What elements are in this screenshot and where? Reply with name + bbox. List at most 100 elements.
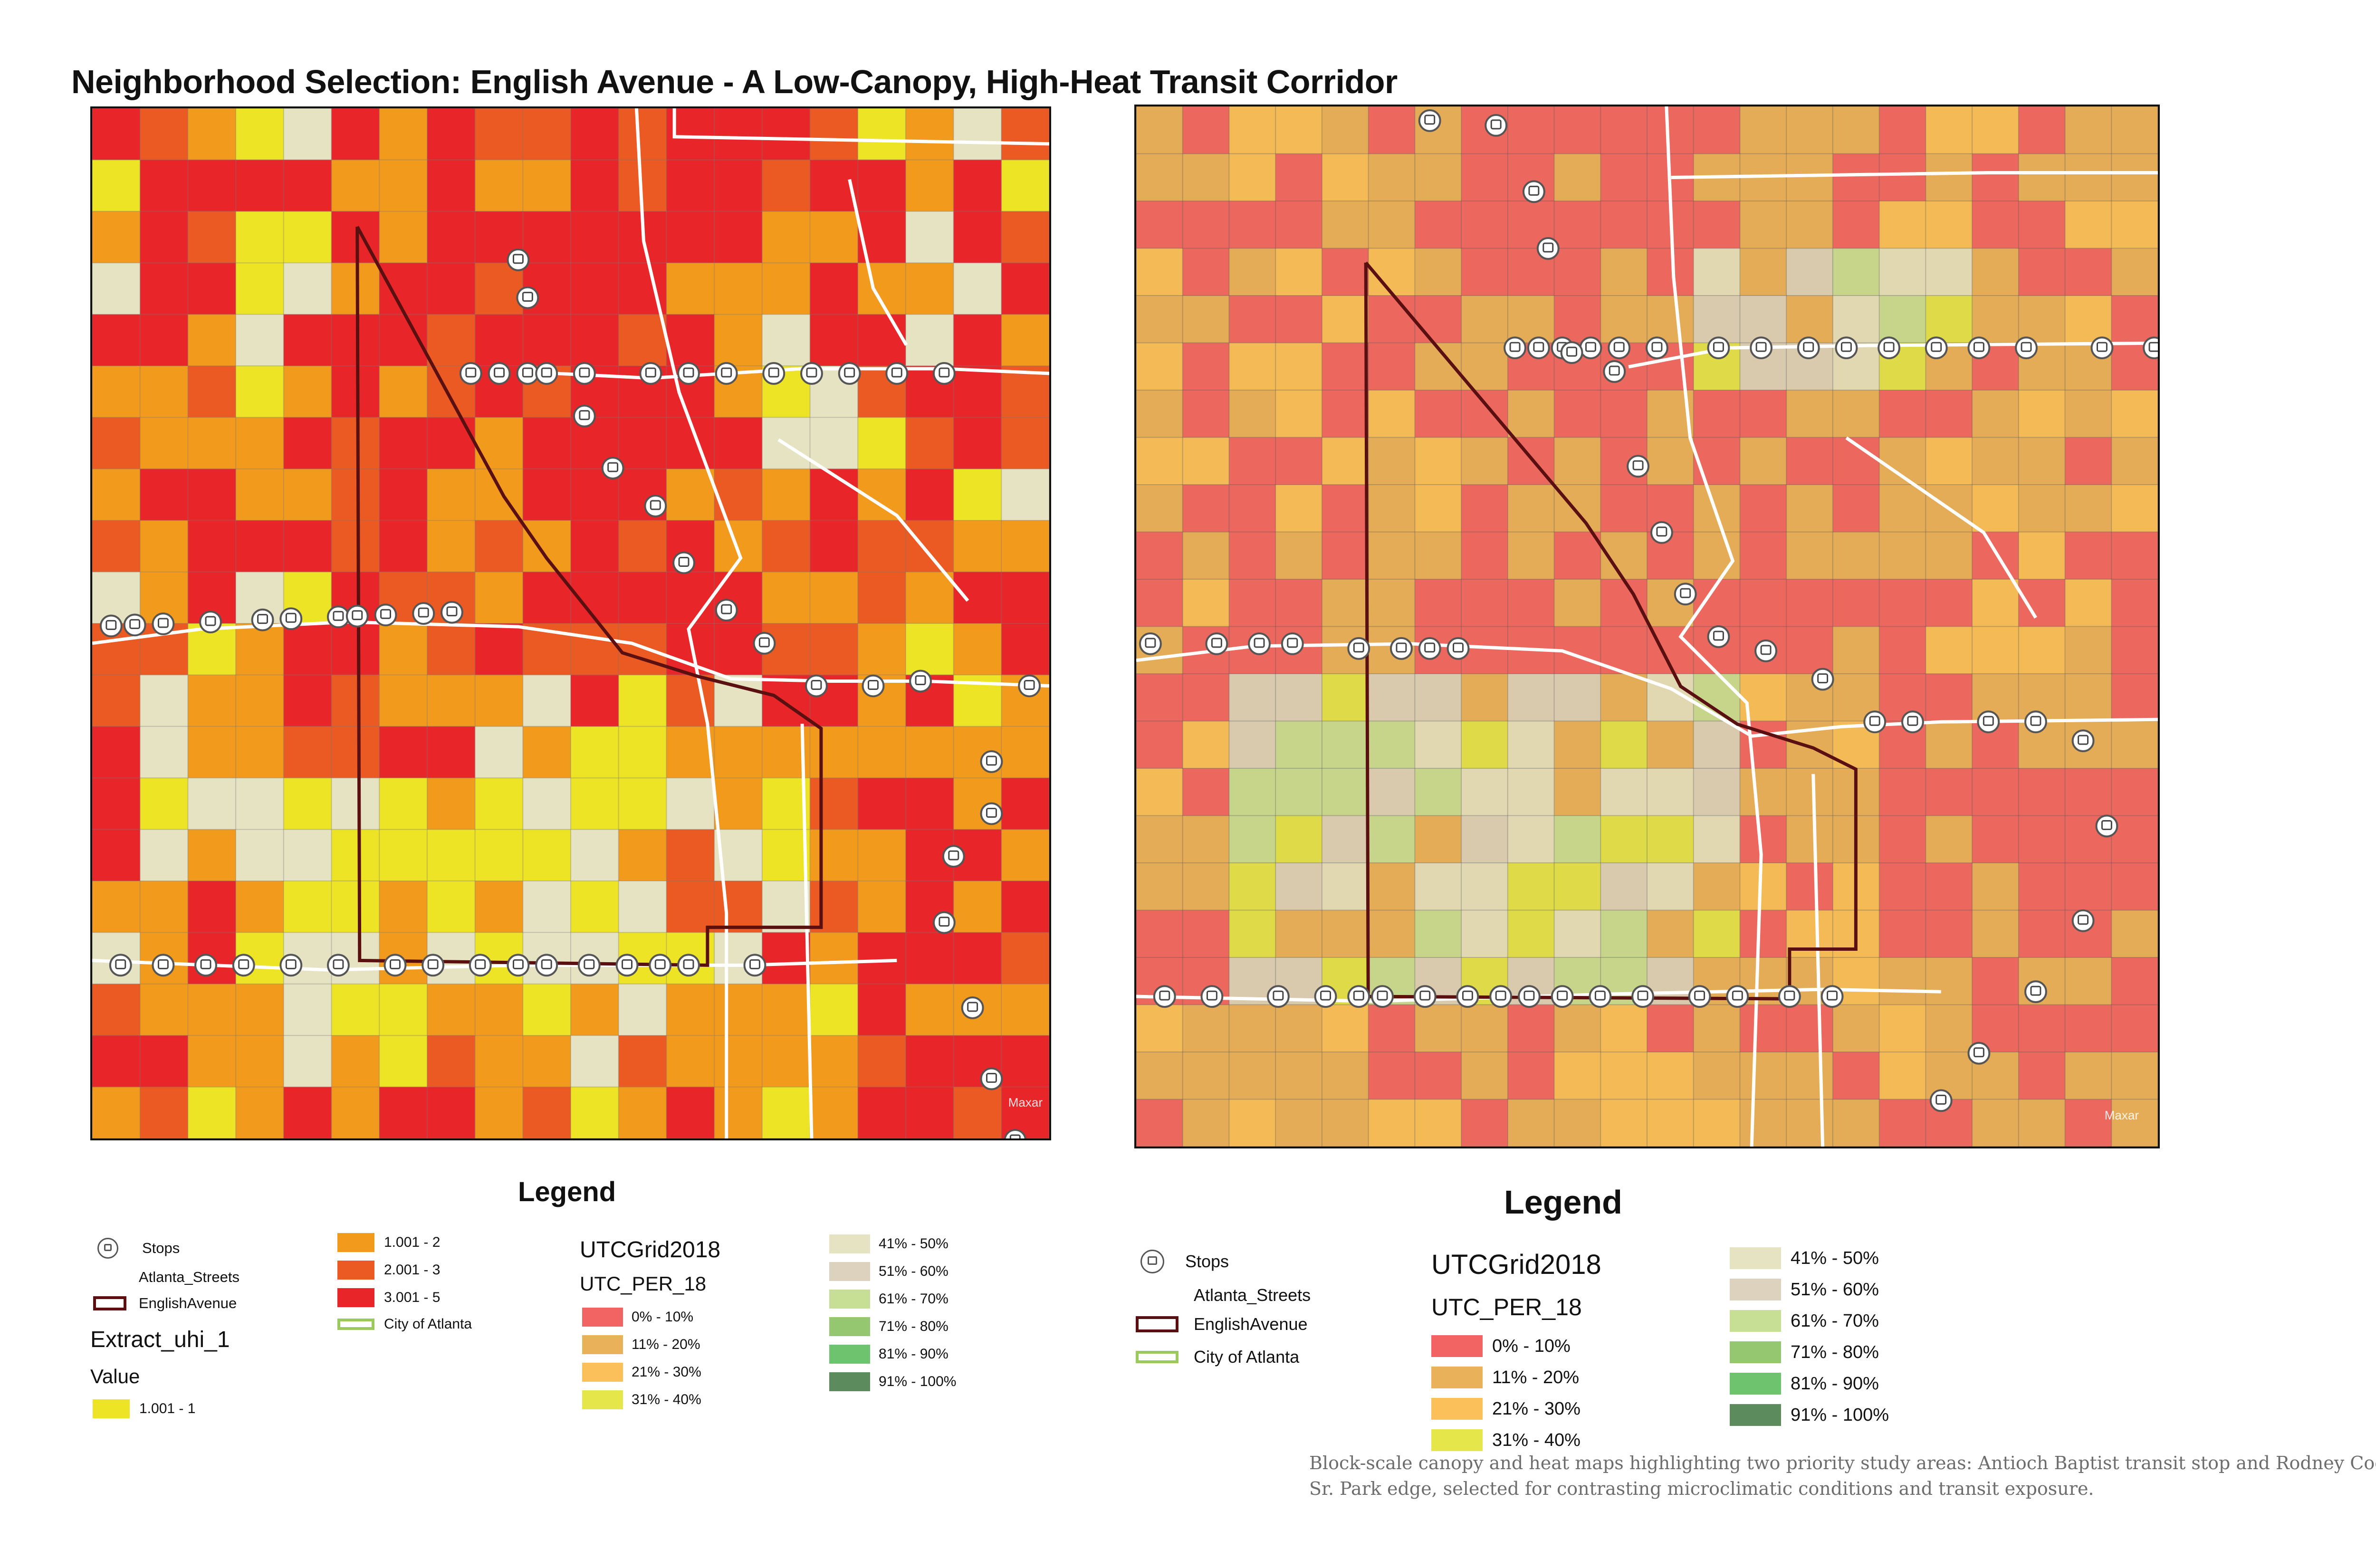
- bus-stop-icon[interactable]: [1878, 336, 1901, 360]
- bus-stop-icon[interactable]: [1314, 985, 1337, 1008]
- bus-stop-icon[interactable]: [1750, 336, 1773, 360]
- bus-stop-icon[interactable]: [1863, 710, 1887, 734]
- bus-stop-icon[interactable]: [1579, 336, 1602, 360]
- bus-stop-icon[interactable]: [2024, 710, 2047, 734]
- bus-stop-icon[interactable]: [1726, 985, 1749, 1008]
- bus-stop-icon[interactable]: [1631, 985, 1654, 1008]
- bus-stop-icon[interactable]: [99, 614, 123, 638]
- bus-stop-icon[interactable]: [1489, 985, 1513, 1008]
- bus-stop-icon[interactable]: [199, 611, 222, 633]
- bus-stop-icon[interactable]: [1603, 360, 1626, 383]
- bus-stop-icon[interactable]: [2095, 814, 2118, 838]
- bus-stop-icon[interactable]: [109, 954, 132, 977]
- bus-stop-icon[interactable]: [2015, 336, 2038, 360]
- bus-stop-icon[interactable]: [123, 613, 146, 637]
- bus-stop-icon[interactable]: [1536, 237, 1560, 260]
- bus-stop-icon[interactable]: [1627, 455, 1649, 478]
- bus-stop-icon[interactable]: [1754, 639, 1777, 662]
- bus-stop-icon[interactable]: [980, 750, 1003, 773]
- bus-stop-icon[interactable]: [1977, 710, 2000, 734]
- bus-stop-icon[interactable]: [488, 362, 511, 385]
- bus-stop-icon[interactable]: [942, 845, 965, 868]
- bus-stop-icon[interactable]: [1347, 637, 1370, 660]
- bus-stop-icon[interactable]: [800, 362, 823, 385]
- bus-stop-icon[interactable]: [1929, 1089, 1953, 1112]
- bus-stop-icon[interactable]: [2071, 729, 2095, 753]
- bus-stop-icon[interactable]: [1967, 1042, 1991, 1065]
- bus-stop-icon[interactable]: [535, 954, 558, 977]
- bus-stop-icon[interactable]: [507, 248, 530, 271]
- bus-stop-icon[interactable]: [1248, 632, 1271, 655]
- bus-stop-icon[interactable]: [577, 954, 601, 977]
- bus-stop-icon[interactable]: [615, 954, 639, 977]
- bus-stop-icon[interactable]: [1589, 985, 1612, 1008]
- bus-stop-icon[interactable]: [1281, 632, 1304, 655]
- bus-stop-icon[interactable]: [1418, 637, 1441, 660]
- bus-stop-icon[interactable]: [232, 954, 255, 977]
- bus-stop-icon[interactable]: [980, 1067, 1003, 1090]
- bus-stop-icon[interactable]: [516, 362, 539, 385]
- bus-stop-icon[interactable]: [1485, 114, 1508, 137]
- bus-stop-icon[interactable]: [383, 954, 407, 977]
- bus-stop-icon[interactable]: [672, 551, 695, 574]
- bus-stop-icon[interactable]: [459, 362, 482, 385]
- bus-stop-icon[interactable]: [194, 954, 217, 977]
- bus-stop-icon[interactable]: [1153, 985, 1176, 1008]
- bus-stop-icon[interactable]: [507, 954, 530, 977]
- bus-stop-icon[interactable]: [327, 954, 350, 977]
- bus-stop-icon[interactable]: [805, 674, 828, 698]
- bus-stop-icon[interactable]: [1390, 637, 1413, 660]
- bus-stop-icon[interactable]: [1608, 336, 1631, 360]
- bus-stop-icon[interactable]: [279, 954, 303, 977]
- bus-stop-icon[interactable]: [1266, 985, 1290, 1008]
- bus-stop-icon[interactable]: [1688, 985, 1711, 1008]
- bus-stop-icon[interactable]: [469, 954, 492, 977]
- bus-stop-icon[interactable]: [2024, 980, 2047, 1004]
- bus-stop-icon[interactable]: [1522, 180, 1545, 203]
- bus-stop-icon[interactable]: [535, 362, 558, 385]
- utc-map[interactable]: Maxar: [1134, 105, 2160, 1148]
- bus-stop-icon[interactable]: [1347, 985, 1370, 1008]
- bus-stop-icon[interactable]: [1551, 985, 1574, 1008]
- bus-stop-icon[interactable]: [516, 286, 539, 309]
- bus-stop-icon[interactable]: [1835, 336, 1858, 360]
- bus-stop-icon[interactable]: [2090, 336, 2114, 360]
- bus-stop-icon[interactable]: [753, 631, 776, 655]
- bus-stop-icon[interactable]: [441, 601, 463, 624]
- bus-stop-icon[interactable]: [1901, 710, 1924, 734]
- bus-stop-icon[interactable]: [1456, 985, 1479, 1008]
- bus-stop-icon[interactable]: [885, 362, 909, 385]
- bus-stop-icon[interactable]: [1778, 985, 1801, 1008]
- bus-stop-icon[interactable]: [715, 362, 738, 385]
- bus-stop-icon[interactable]: [1447, 637, 1470, 660]
- bus-stop-icon[interactable]: [1418, 109, 1441, 132]
- bus-stop-icon[interactable]: [1967, 336, 1991, 360]
- bus-stop-icon[interactable]: [743, 954, 766, 977]
- bus-stop-icon[interactable]: [639, 362, 662, 385]
- bus-stop-icon[interactable]: [152, 612, 175, 635]
- bus-stop-icon[interactable]: [251, 608, 274, 631]
- bus-stop-icon[interactable]: [601, 457, 624, 480]
- bus-stop-icon[interactable]: [2143, 336, 2158, 360]
- bus-stop-icon[interactable]: [762, 362, 786, 385]
- bus-stop-icon[interactable]: [345, 604, 369, 628]
- bus-stop-icon[interactable]: [1820, 985, 1844, 1008]
- bus-stop-icon[interactable]: [838, 362, 861, 385]
- bus-stop-icon[interactable]: [374, 603, 397, 627]
- bus-stop-icon[interactable]: [1504, 336, 1526, 360]
- bus-stop-icon[interactable]: [1371, 985, 1394, 1008]
- bus-stop-icon[interactable]: [1797, 336, 1820, 360]
- bus-stop-icon[interactable]: [649, 954, 672, 977]
- bus-stop-icon[interactable]: [1811, 668, 1834, 691]
- bus-stop-icon[interactable]: [2071, 909, 2095, 932]
- bus-stop-icon[interactable]: [1674, 583, 1697, 606]
- bus-stop-icon[interactable]: [1200, 985, 1224, 1008]
- bus-stop-icon[interactable]: [1560, 341, 1583, 364]
- bus-stop-icon[interactable]: [573, 362, 596, 385]
- bus-stop-icon[interactable]: [1139, 632, 1162, 655]
- bus-stop-icon[interactable]: [1527, 336, 1550, 360]
- bus-stop-icon[interactable]: [980, 802, 1003, 825]
- bus-stop-icon[interactable]: [1004, 1129, 1026, 1138]
- bus-stop-icon[interactable]: [644, 495, 667, 517]
- bus-stop-icon[interactable]: [862, 674, 885, 698]
